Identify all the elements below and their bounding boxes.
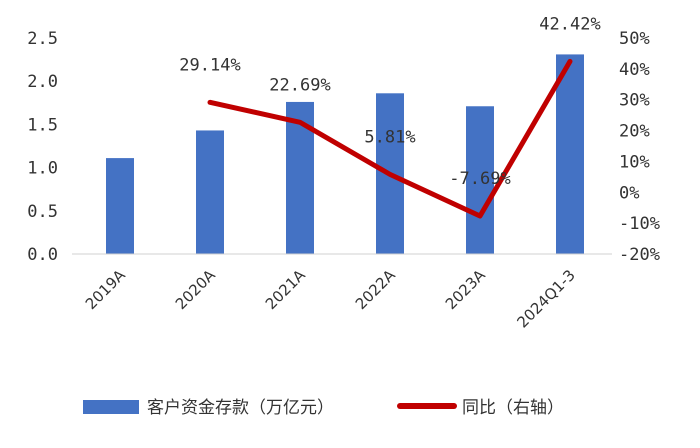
left-tick-label: 1.5 — [27, 115, 58, 135]
bar-2019A — [106, 158, 134, 254]
category-label-2022A: 2022A — [352, 266, 399, 313]
right-axis-ticks: -20% -10% 0% 10% 20% 30% 40% 50% — [619, 29, 660, 265]
right-tick-label: 40% — [619, 60, 650, 80]
left-axis-ticks: 0.0 0.5 1.0 1.5 2.0 2.5 — [27, 29, 58, 265]
bar-2020A — [196, 130, 224, 254]
right-tick-label: 10% — [619, 152, 650, 172]
legend: 客户资金存款（万亿元） 同比（右轴） — [83, 398, 564, 418]
legend-bar-label: 客户资金存款（万亿元） — [147, 398, 334, 418]
left-tick-label: 0.5 — [27, 202, 58, 222]
line-data-label: 22.69% — [269, 75, 330, 95]
category-label-2021A: 2021A — [262, 266, 309, 313]
line-data-label: 29.14% — [179, 55, 240, 75]
category-label-2023A: 2023A — [442, 266, 489, 313]
yoy-line — [207, 58, 573, 219]
category-label-2020A: 2020A — [172, 266, 219, 313]
right-tick-label: 30% — [619, 91, 650, 111]
bar-2024Q1-3 — [556, 54, 584, 254]
line-data-label: 42.42% — [539, 14, 600, 34]
line-data-labels: 29.14% 22.69% 5.81% -7.69% 42.42% — [179, 14, 600, 189]
left-tick-label: 1.0 — [27, 159, 58, 179]
category-label-2019A: 2019A — [82, 266, 129, 313]
line-data-label: -7.69% — [449, 169, 510, 189]
right-tick-label: -10% — [619, 214, 660, 234]
category-labels: 2019A 2020A 2021A 2022A 2023A 2024Q1-3 — [82, 266, 579, 332]
right-tick-label: 0% — [619, 183, 639, 203]
right-tick-label: 20% — [619, 122, 650, 142]
left-tick-label: 0.0 — [27, 245, 58, 265]
legend-line-label: 同比（右轴） — [462, 398, 564, 418]
right-tick-label: 50% — [619, 29, 650, 49]
line-series — [207, 58, 573, 219]
category-label-2024Q1-3: 2024Q1-3 — [513, 266, 578, 331]
line-data-label: 5.81% — [364, 127, 415, 147]
legend-bar-swatch — [83, 400, 139, 414]
bar-series — [106, 54, 584, 255]
left-tick-label: 2.0 — [27, 72, 58, 92]
bar-2023A — [466, 106, 494, 254]
right-tick-label: -20% — [619, 245, 660, 265]
left-tick-label: 2.5 — [27, 29, 58, 49]
